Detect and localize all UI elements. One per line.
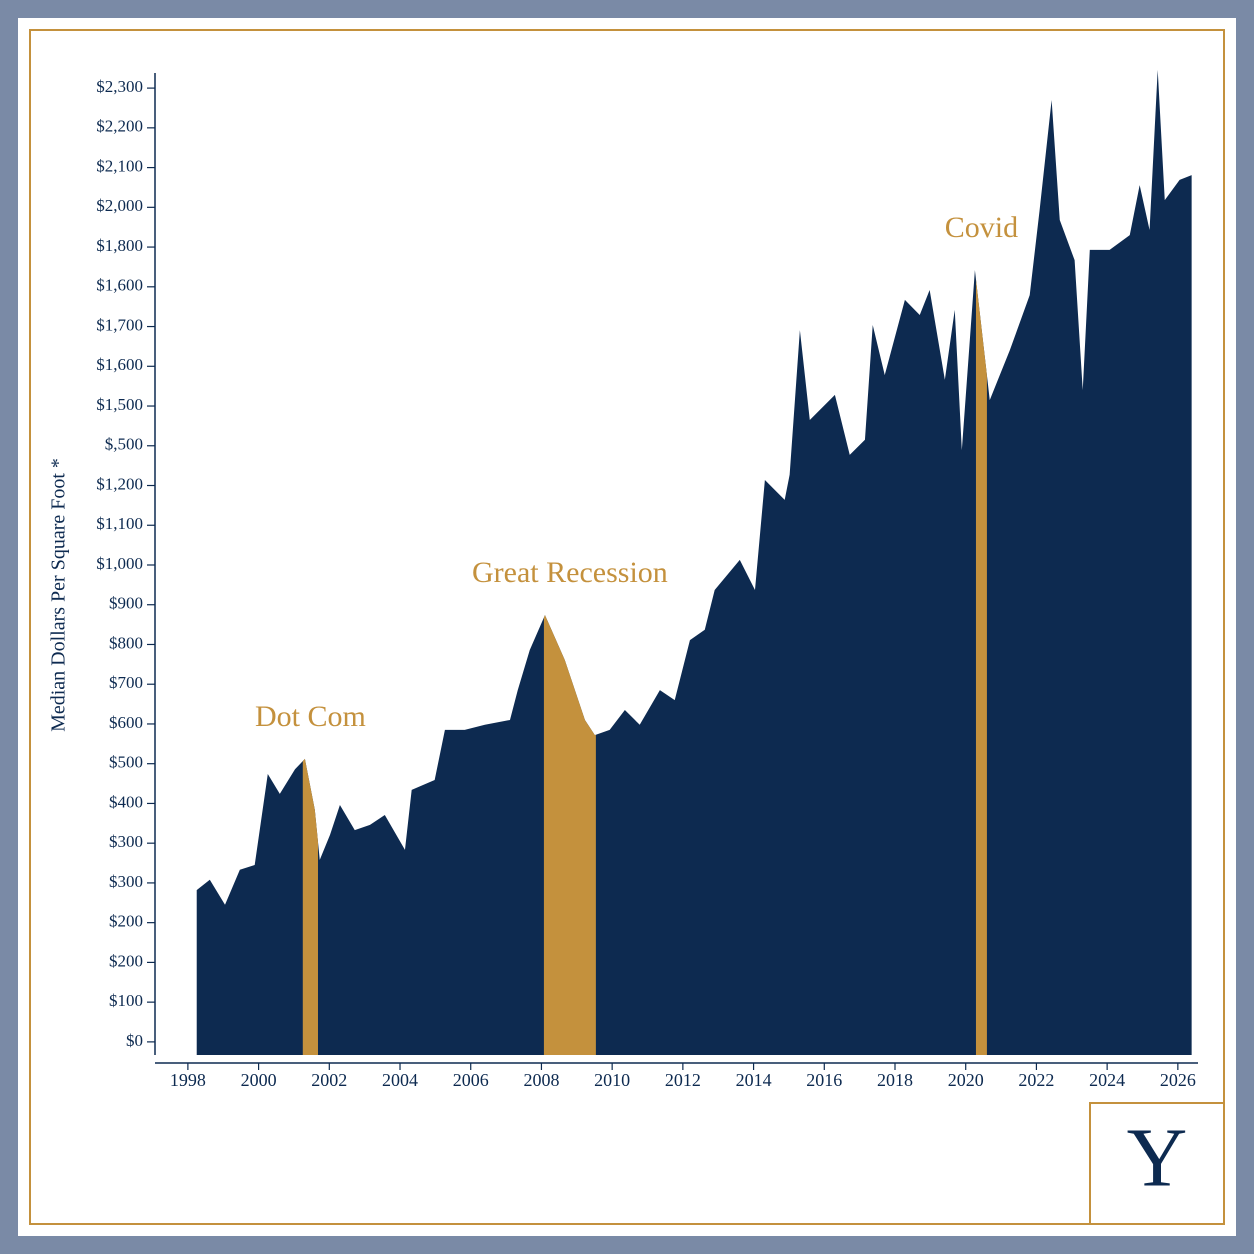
x-tick-label: 2024 bbox=[1089, 1070, 1125, 1090]
x-tick-label: 2014 bbox=[736, 1070, 772, 1090]
y-tick-label: $700 bbox=[109, 673, 143, 692]
y-tick-label: $1,100 bbox=[96, 514, 143, 533]
frame bbox=[29, 29, 1225, 1225]
y-tick-label: $0 bbox=[126, 1031, 143, 1050]
y-tick-label: $1,800 bbox=[96, 236, 143, 255]
y-tick-label: $500 bbox=[109, 753, 143, 772]
annotation: Dot Com bbox=[255, 700, 366, 733]
x-tick-label: 2018 bbox=[877, 1070, 913, 1090]
x-tick-label: 2006 bbox=[453, 1070, 489, 1090]
y-tick-label: $2,100 bbox=[96, 156, 143, 175]
y-tick-label: $1,700 bbox=[96, 315, 143, 334]
x-tick-label: 2016 bbox=[806, 1070, 842, 1090]
y-tick-label: $1,200 bbox=[96, 474, 143, 493]
annotation: Great Recession bbox=[472, 556, 668, 589]
y-tick-label: $200 bbox=[109, 912, 143, 931]
x-tick-label: 2008 bbox=[523, 1070, 559, 1090]
x-tick-label: 2022 bbox=[1018, 1070, 1054, 1090]
x-tick-label: 2000 bbox=[241, 1070, 277, 1090]
y-tick-label: $600 bbox=[109, 713, 143, 732]
annotation: Covid bbox=[945, 211, 1018, 244]
recession-area bbox=[543, 615, 596, 1055]
y-tick-label: $900 bbox=[109, 594, 143, 613]
y-tick-label: $300 bbox=[109, 832, 143, 851]
y-tick-label: $2,000 bbox=[96, 196, 143, 215]
x-tick-label: 2020 bbox=[948, 1070, 984, 1090]
x-tick-label: 2010 bbox=[594, 1070, 630, 1090]
x-tick-label: 1998 bbox=[170, 1070, 206, 1090]
x-tick-label: 2004 bbox=[382, 1070, 418, 1090]
y-tick-label: $1,600 bbox=[96, 355, 143, 374]
area bbox=[196, 69, 1192, 1055]
y-tick-label: $100 bbox=[109, 991, 143, 1010]
y-tick-label: $400 bbox=[109, 792, 143, 811]
recession-area bbox=[975, 279, 987, 1055]
x-tick-label: 2002 bbox=[311, 1070, 347, 1090]
y-tick-label: $800 bbox=[109, 633, 143, 652]
y-tick-label: $300 bbox=[109, 872, 143, 891]
logo-box bbox=[1089, 1102, 1225, 1225]
y-tick-label: $,500 bbox=[105, 435, 143, 454]
y-tick-label: $200 bbox=[109, 951, 143, 970]
recession-area bbox=[302, 758, 318, 1055]
y-axis-label: Median Dollars Per Square Foot * bbox=[48, 458, 70, 732]
x-tick-label: 2012 bbox=[665, 1070, 701, 1090]
x-tick-label: 2026 bbox=[1160, 1070, 1196, 1090]
logo: Y bbox=[1127, 1111, 1188, 1204]
y-tick-label: $1,000 bbox=[96, 554, 143, 573]
y-tick-label: $1,600 bbox=[96, 276, 143, 295]
y-tick-label: $1,500 bbox=[96, 395, 143, 414]
y-tick-label: $2,200 bbox=[96, 117, 143, 136]
y-tick-label: $2,300 bbox=[96, 77, 143, 96]
